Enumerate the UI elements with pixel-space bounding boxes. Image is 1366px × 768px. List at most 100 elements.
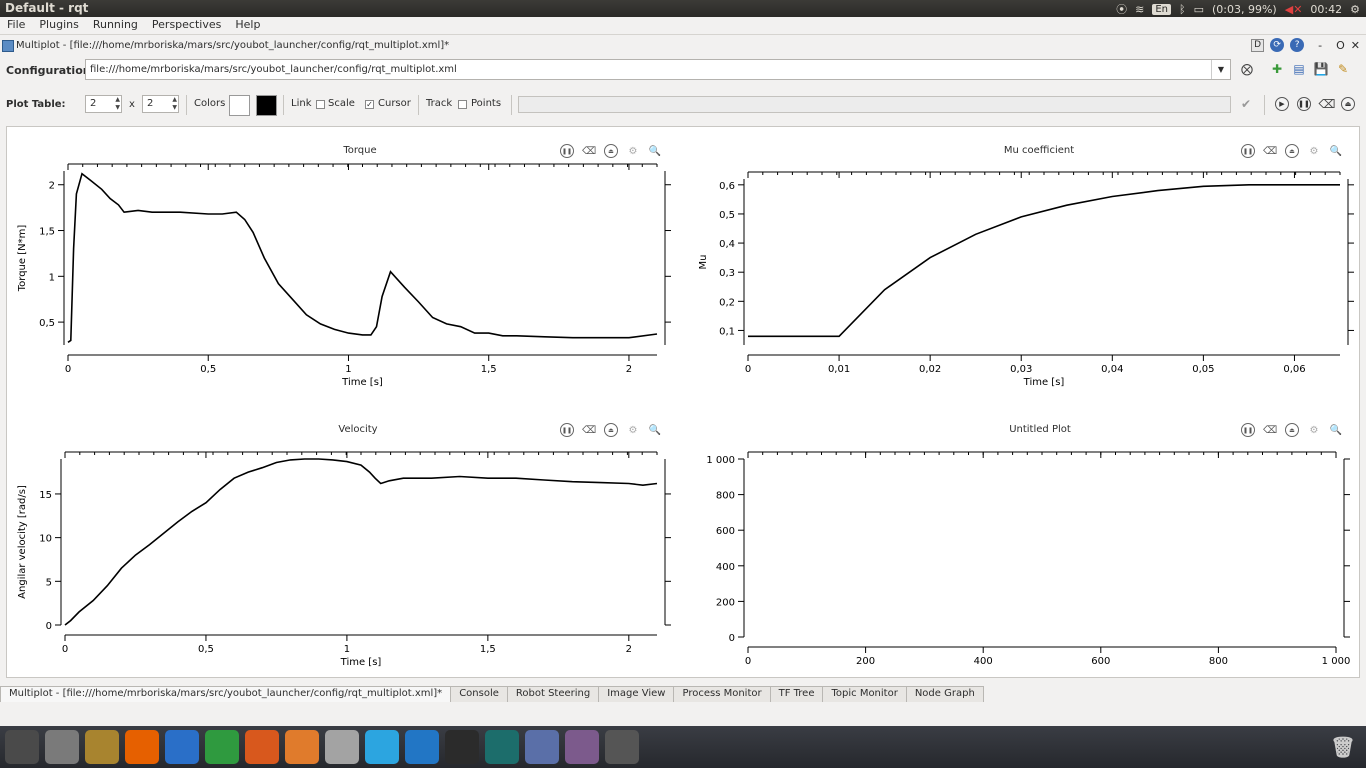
dock-d-button[interactable]: D xyxy=(1251,38,1265,52)
new-config-icon[interactable]: ✚ xyxy=(1271,62,1283,76)
cursor-checkbox[interactable]: ✓ xyxy=(365,100,374,109)
export-icon[interactable]: ⏏ xyxy=(1285,144,1299,158)
pause-icon[interactable]: ❚❚ xyxy=(1297,97,1311,111)
impress-icon[interactable] xyxy=(245,730,279,764)
clear-icon[interactable]: ⌫ xyxy=(581,424,597,436)
calc-icon[interactable] xyxy=(205,730,239,764)
untitled-chart[interactable]: 0 200 400 600 800 1 000 0 200 400 600 800 1 000 xyxy=(684,403,1361,679)
gear-icon[interactable]: ⚙ xyxy=(628,424,638,436)
vscode-icon[interactable] xyxy=(405,730,439,764)
spin-arrows-icon[interactable]: ▲ ▼ xyxy=(115,96,120,111)
clear-icon[interactable]: ⌫ xyxy=(581,145,597,157)
x-tick-label: 0 xyxy=(62,644,68,655)
velocity-chart[interactable]: 0 0,5 1 1,5 2 0 5 10 15 Time [s] Angilar velocity … xyxy=(7,403,684,679)
wifi-icon[interactable]: ≋ xyxy=(1135,2,1145,16)
battery-status[interactable]: (0:03, 99%) xyxy=(1212,2,1277,16)
firefox-icon[interactable] xyxy=(125,730,159,764)
clear-config-icon[interactable]: ⨂ xyxy=(1241,62,1253,76)
expression-field[interactable] xyxy=(518,96,1231,113)
spin-arrows-icon[interactable]: ▲ ▼ xyxy=(172,96,177,111)
gear-icon[interactable]: ⚙ xyxy=(1309,145,1319,157)
zoom-icon[interactable]: 🔍 xyxy=(648,424,662,436)
terminal-icon[interactable] xyxy=(445,730,479,764)
writer-icon[interactable] xyxy=(165,730,199,764)
x-tick-label: 0,5 xyxy=(198,644,214,655)
tab-console[interactable]: Console xyxy=(450,686,508,702)
points-checkbox[interactable] xyxy=(458,100,467,109)
play-icon[interactable]: ▶ xyxy=(1275,97,1289,111)
volume-muted-icon[interactable]: ◀✕ xyxy=(1284,2,1303,16)
keyboard-layout-indicator[interactable]: En xyxy=(1152,3,1171,15)
float-button[interactable]: O xyxy=(1336,38,1345,52)
tab-node-graph[interactable]: Node Graph xyxy=(905,686,984,702)
window-icon[interactable] xyxy=(565,730,599,764)
tab-topic-monitor[interactable]: Topic Monitor xyxy=(822,686,907,702)
tab-robot-steering[interactable]: Robot Steering xyxy=(506,686,600,702)
export-icon[interactable]: ⏏ xyxy=(1285,423,1299,437)
files-icon[interactable] xyxy=(85,730,119,764)
x-tick-label: 1 000 xyxy=(1322,656,1351,667)
save-as-icon[interactable]: ✎ xyxy=(1337,62,1349,76)
plot-title: Torque xyxy=(343,145,377,156)
foreground-color-button[interactable] xyxy=(256,95,277,116)
export-icon[interactable]: ⏏ xyxy=(604,144,618,158)
export-icon[interactable]: ⏏ xyxy=(604,423,618,437)
y-axis-label: Mu xyxy=(698,255,709,270)
gitkraken-icon[interactable] xyxy=(485,730,519,764)
menu-help[interactable]: Help xyxy=(235,18,261,31)
gear-icon[interactable]: ⚙ xyxy=(628,145,638,157)
tab-process-monitor[interactable]: Process Monitor xyxy=(673,686,771,702)
clear-icon[interactable]: ⌫ xyxy=(1262,424,1278,436)
help-button[interactable]: ? xyxy=(1290,38,1305,52)
torque-chart[interactable]: 0 0,5 1 1,5 2 0,5 1 1,5 2 Time [s] Torque [N*m] xyxy=(7,127,684,403)
menu-running[interactable]: Running xyxy=(92,18,138,31)
zoom-icon[interactable]: 🔍 xyxy=(1329,145,1343,157)
menu-bar: File Plugins Running Perspectives Help xyxy=(0,17,1366,35)
export-icon[interactable]: ⏏ xyxy=(1341,97,1355,111)
clear-icon[interactable]: ⌫ xyxy=(1262,145,1278,157)
configuration-path-field[interactable]: file:///home/mrboriska/mars/src/youbot_l… xyxy=(85,59,1231,80)
chevron-down-icon[interactable]: ▼ xyxy=(1211,60,1230,79)
pause-icon[interactable]: ❚❚ xyxy=(560,423,574,437)
workspace-icon[interactable] xyxy=(605,730,639,764)
tab-multiplot[interactable]: Multiplot - [file:///home/mrboriska/mars… xyxy=(0,686,452,702)
trash-icon[interactable]: 🗑 xyxy=(1330,735,1356,759)
battery-icon[interactable]: ▭ xyxy=(1193,2,1204,16)
system-settings-icon[interactable] xyxy=(45,730,79,764)
clear-icon[interactable]: ⌫ xyxy=(1318,97,1336,111)
tab-tf-tree[interactable]: TF Tree xyxy=(769,686,824,702)
clock[interactable]: 00:42 xyxy=(1310,2,1343,16)
tab-image-view[interactable]: Image View xyxy=(598,686,675,702)
apps-icon[interactable] xyxy=(525,730,559,764)
mu-chart[interactable]: 0 0,01 0,02 0,03 0,04 0,05 0,06 0,1 0,2 0,3 0,4 0,5… xyxy=(684,127,1361,403)
dash-icon[interactable] xyxy=(5,730,39,764)
pause-icon[interactable]: ❚❚ xyxy=(560,144,574,158)
close-button[interactable]: ✕ xyxy=(1350,38,1360,52)
zoom-icon[interactable]: 🔍 xyxy=(1329,424,1343,436)
zoom-icon[interactable]: 🔍 xyxy=(648,145,662,157)
save-icon[interactable]: 💾 xyxy=(1313,62,1329,76)
tools-icon[interactable] xyxy=(325,730,359,764)
menu-file[interactable]: File xyxy=(7,18,26,31)
bluetooth-icon[interactable]: ᛒ xyxy=(1178,2,1186,16)
gear-icon[interactable]: ⚙ xyxy=(1350,2,1360,16)
apply-check-icon[interactable]: ✔ xyxy=(1240,97,1252,111)
menu-perspectives[interactable]: Perspectives xyxy=(151,18,222,31)
pause-icon[interactable]: ❚❚ xyxy=(1241,423,1255,437)
y-tick-label: 0,3 xyxy=(719,268,735,279)
gear-icon[interactable]: ⚙ xyxy=(1309,424,1319,436)
x-tick-label: 0,02 xyxy=(919,364,941,375)
software-center-icon[interactable] xyxy=(285,730,319,764)
reload-icon[interactable]: ⟳ xyxy=(1270,38,1285,52)
open-config-icon[interactable]: ▤ xyxy=(1293,62,1305,76)
minimize-button[interactable]: - xyxy=(1318,38,1323,52)
network-icon[interactable]: ⦿ xyxy=(1116,3,1128,16)
pause-icon[interactable]: ❚❚ xyxy=(1241,144,1255,158)
scale-checkbox[interactable] xyxy=(316,100,325,109)
menu-plugins[interactable]: Plugins xyxy=(39,18,79,31)
cols-spinbox[interactable]: 2 ▲ ▼ xyxy=(142,95,179,113)
plot-table-row: Plot Table: 2 ▲ ▼ x 2 ▲ ▼ Colors Link Scal… xyxy=(0,92,1366,116)
telegram-icon[interactable] xyxy=(365,730,399,764)
rows-spinbox[interactable]: 2 ▲ ▼ xyxy=(85,95,122,113)
background-color-button[interactable] xyxy=(229,95,250,116)
